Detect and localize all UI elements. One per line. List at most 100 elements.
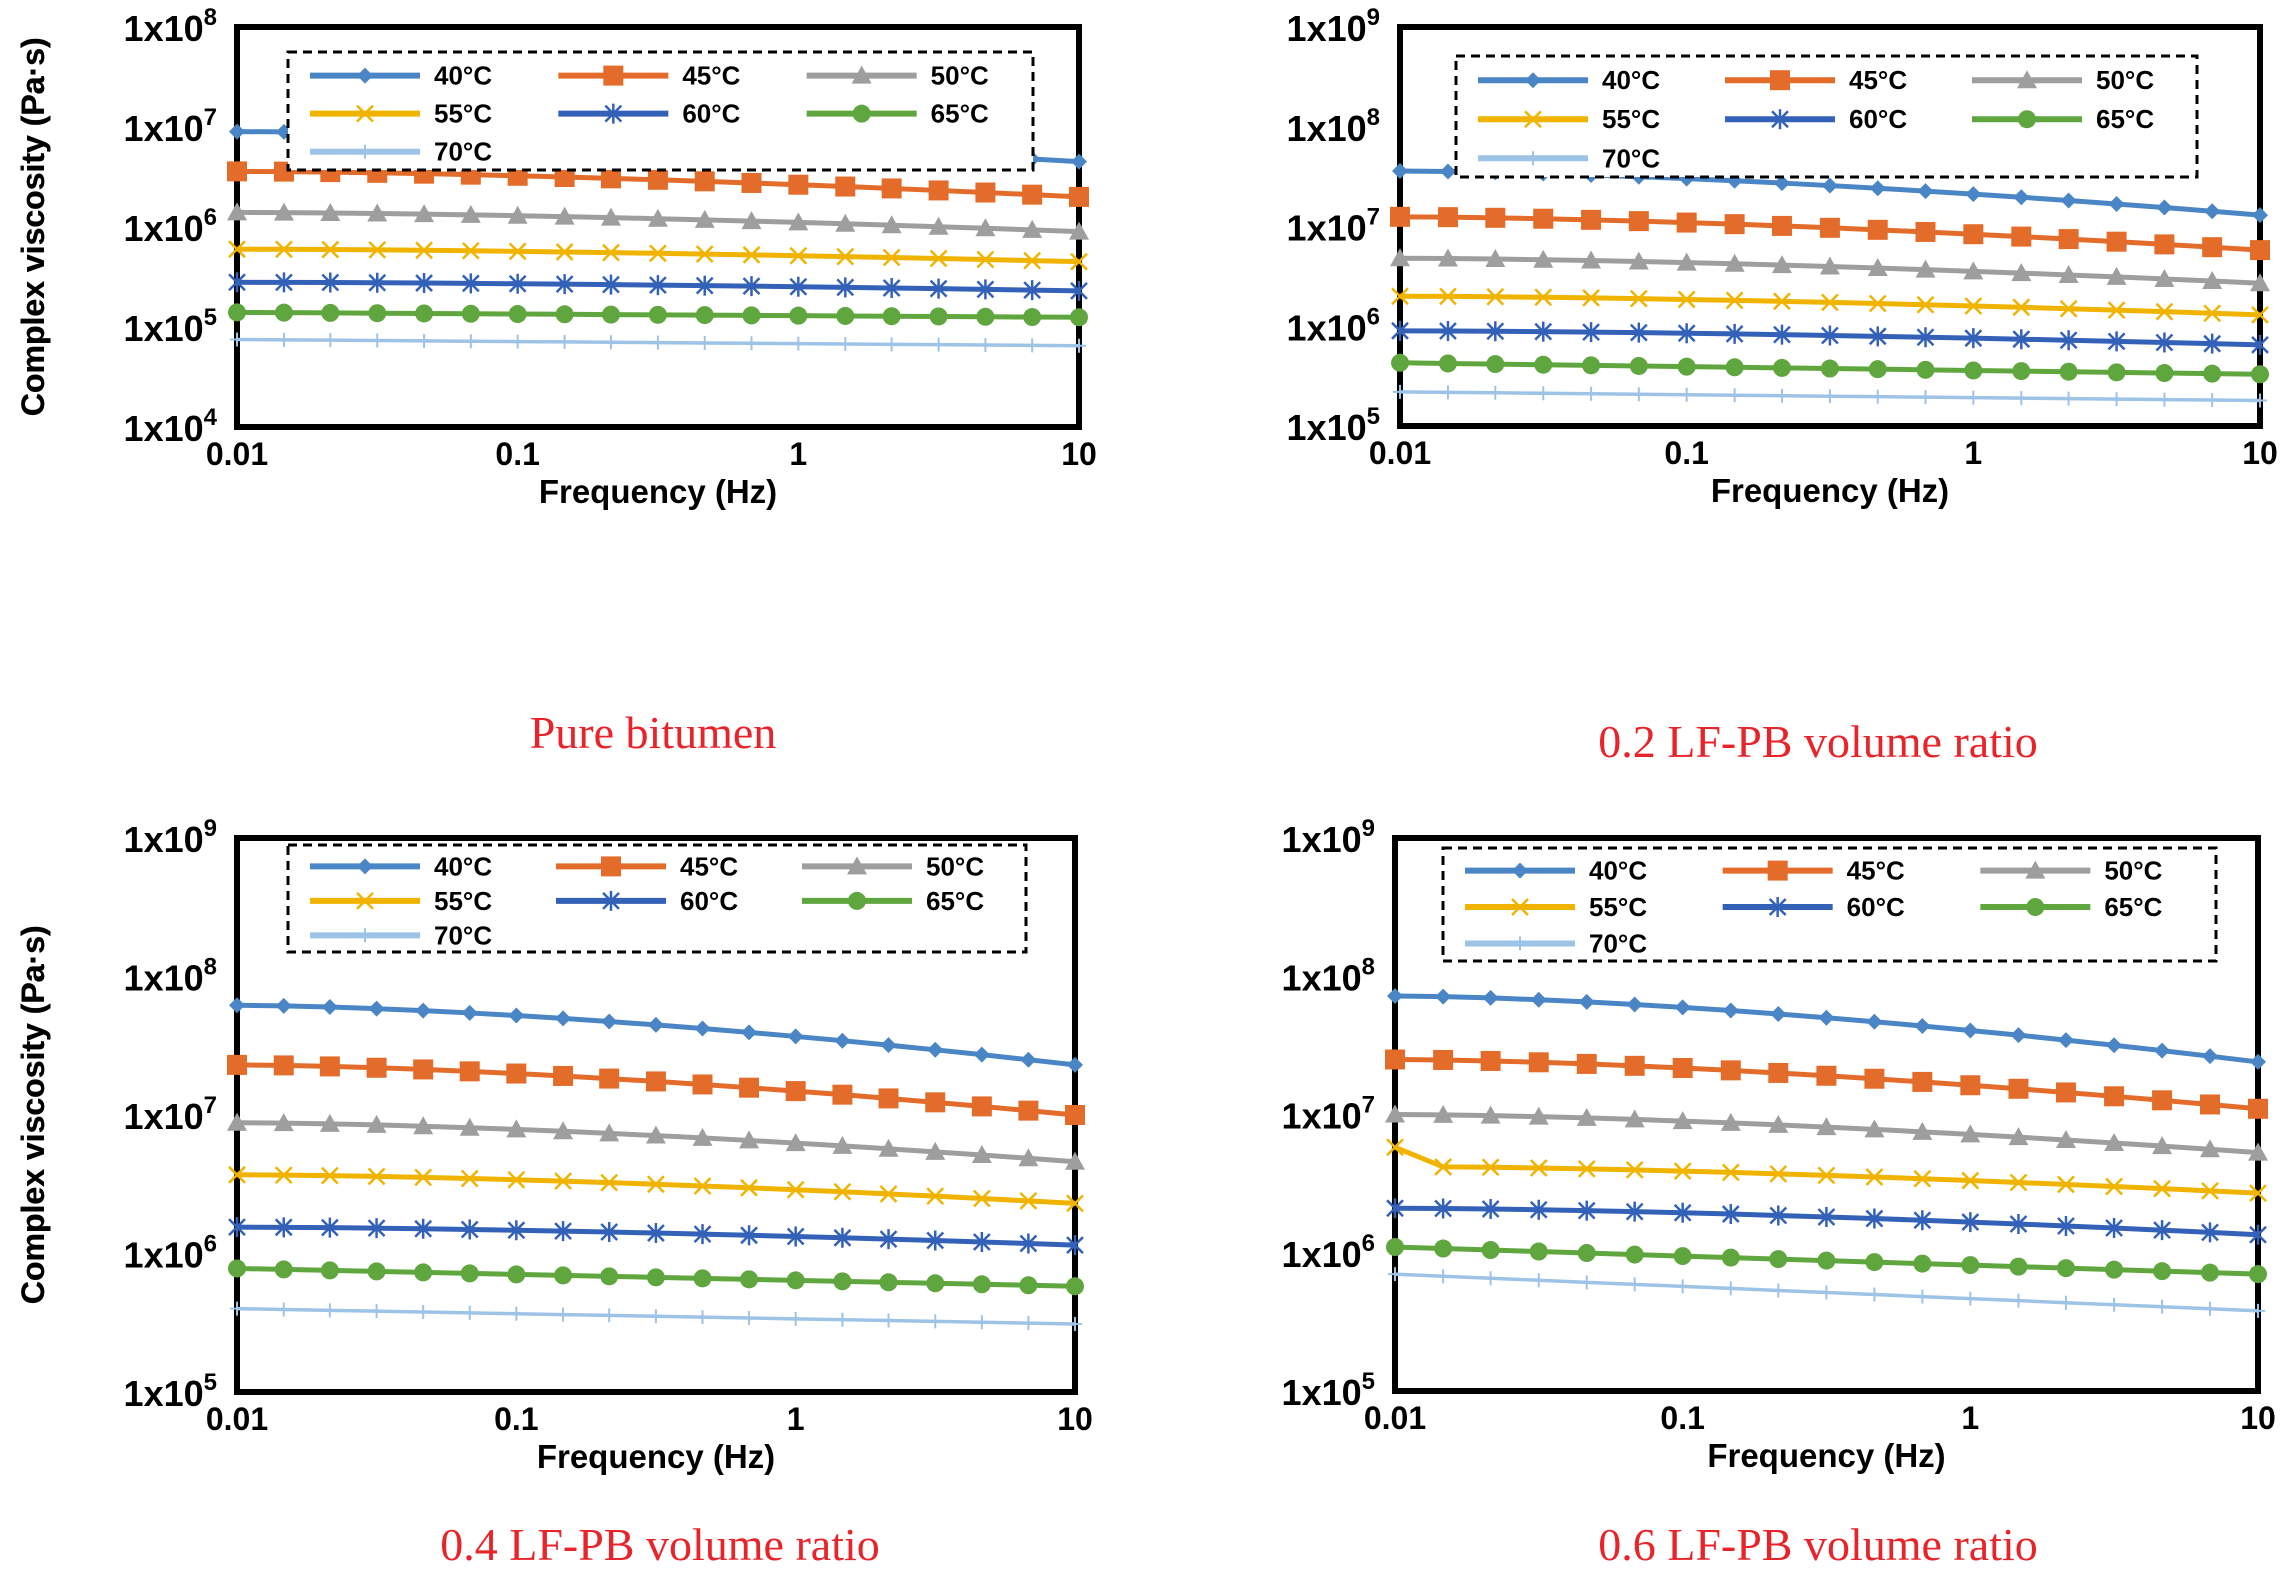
data-point	[832, 1084, 853, 1105]
data-point	[742, 245, 761, 264]
data-point	[1486, 287, 1505, 306]
data-point	[1724, 253, 1745, 272]
legend-label: 70°C	[434, 137, 492, 167]
panel-caption: 0.6 LF-PB volume ratio	[1598, 1519, 2038, 1570]
data-point	[461, 304, 480, 323]
data-point	[413, 1059, 434, 1080]
data-point	[881, 178, 902, 199]
legend-label: 70°C	[434, 920, 492, 950]
legend-entry: 45°C	[556, 851, 738, 881]
data-point	[1433, 1104, 1454, 1123]
data-point	[509, 1306, 524, 1321]
data-point	[741, 172, 762, 193]
data-point	[1916, 295, 1935, 314]
legend-entry: 45°C	[1725, 65, 1907, 95]
data-point	[1816, 1065, 1837, 1086]
data-point	[460, 204, 481, 223]
data-point	[1821, 293, 1839, 312]
data-point	[320, 1166, 339, 1185]
data-point	[1391, 287, 1409, 306]
data-point	[881, 215, 902, 234]
data-point	[227, 202, 247, 221]
data-point	[1768, 1114, 1789, 1133]
series-line	[236, 1172, 1076, 1206]
data-point	[1388, 1267, 1402, 1282]
data-point	[602, 243, 620, 262]
x-tick-label: 0.01	[206, 436, 268, 472]
data-point	[878, 1088, 899, 1109]
data-point	[2025, 860, 2046, 879]
data-point	[554, 1266, 573, 1285]
data-point	[926, 1230, 945, 1251]
data-point	[693, 1269, 712, 1288]
data-point	[646, 1268, 665, 1287]
data-point	[2018, 110, 2036, 129]
legend-label: 50°C	[926, 851, 984, 881]
data-point	[786, 1226, 805, 1247]
data-point	[2056, 1259, 2075, 1278]
data-point	[2203, 333, 2222, 354]
data-point	[1673, 1162, 1692, 1180]
data-point	[1481, 1158, 1500, 1177]
data-point	[459, 1117, 480, 1136]
data-point	[2154, 268, 2175, 287]
data-point	[1069, 186, 1089, 207]
data-point	[1019, 1233, 1038, 1254]
data-point	[879, 1273, 898, 1292]
x-tick-label: 0.01	[206, 1401, 268, 1437]
data-point	[1677, 357, 1696, 376]
data-point	[2059, 330, 2078, 351]
data-point	[1624, 1055, 1645, 1076]
data-point	[1868, 326, 1887, 347]
data-point	[1629, 322, 1648, 343]
y-tick-label: 1x107	[1282, 1092, 1375, 1137]
legend-label: 55°C	[434, 886, 492, 916]
data-point	[741, 1024, 758, 1041]
data-point	[2152, 1090, 2173, 1111]
data-point	[881, 1313, 896, 1328]
data-point	[882, 307, 901, 326]
data-point	[2012, 298, 2031, 317]
data-point	[1434, 1158, 1453, 1176]
data-point	[1065, 1105, 1085, 1125]
data-point	[1528, 1052, 1549, 1073]
data-point	[1866, 1013, 1883, 1030]
data-series	[228, 1165, 1084, 1213]
data-point	[2154, 1042, 2171, 1059]
data-point	[463, 334, 478, 349]
data-point	[601, 856, 621, 877]
data-point	[228, 303, 246, 322]
legend-entry: 50°C	[1972, 65, 2154, 95]
y-tick-label: 1x108	[124, 954, 217, 999]
data-point	[2104, 1132, 2125, 1151]
data-point	[1961, 1171, 1980, 1190]
data-point	[1721, 1204, 1740, 1225]
data-point	[414, 1263, 433, 1282]
data-point	[1722, 1002, 1739, 1019]
data-point	[1818, 1009, 1835, 1026]
data-point	[461, 241, 480, 260]
data-point	[1768, 1062, 1789, 1083]
legend-entry: 60°C	[556, 886, 738, 916]
data-point	[1485, 207, 1506, 228]
data-point	[1385, 1104, 1405, 1123]
data-point	[1433, 1049, 1454, 1070]
data-point	[1965, 186, 1982, 203]
data-point	[2107, 331, 2126, 352]
data-point	[553, 1065, 574, 1086]
data-point	[415, 273, 433, 294]
data-point	[506, 1063, 527, 1084]
data-point	[1867, 219, 1888, 240]
data-point	[1867, 258, 1888, 277]
data-point	[1482, 989, 1499, 1006]
data-point	[320, 1217, 339, 1238]
data-point	[555, 274, 574, 295]
data-point	[2251, 306, 2269, 324]
y-tick-label: 1x109	[1282, 815, 1375, 860]
x-axis-label: Frequency (Hz)	[537, 1438, 775, 1475]
data-point	[878, 1138, 899, 1157]
x-tick-label: 1	[1961, 1400, 1979, 1436]
data-point	[367, 1262, 386, 1281]
data-point	[1720, 1060, 1741, 1081]
